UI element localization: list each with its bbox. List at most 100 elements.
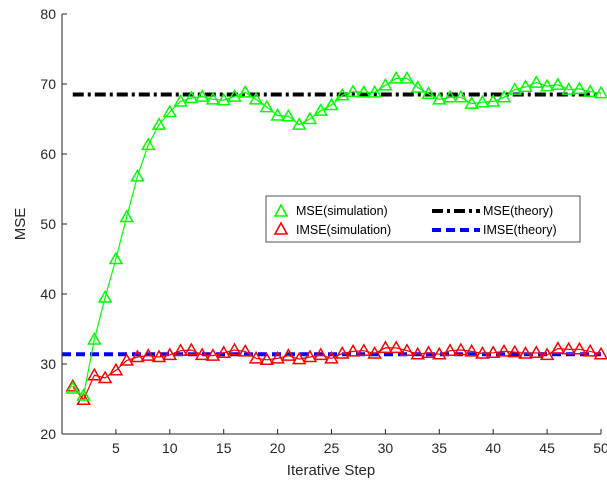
legend-mse-theory-label: MSE(theory) <box>483 204 553 218</box>
data-point-imse-simulation <box>313 347 329 361</box>
legend-box <box>265 195 581 243</box>
data-point-imse-simulation <box>281 348 296 361</box>
data-point-mse-simulation <box>216 92 231 106</box>
data-point-imse-simulation <box>108 362 124 376</box>
data-point-mse-simulation <box>399 70 415 84</box>
data-point-mse-simulation <box>561 82 576 95</box>
data-point-mse-simulation <box>140 137 156 151</box>
data-point-mse-simulation <box>367 84 382 98</box>
data-point-mse-simulation <box>259 99 275 113</box>
x-tick-label: 50 <box>593 440 607 456</box>
data-point-imse-simulation <box>130 349 145 363</box>
data-point-imse-simulation <box>421 345 436 359</box>
data-point-mse-simulation <box>162 104 178 118</box>
data-point-mse-simulation <box>582 84 598 97</box>
data-point-mse-simulation <box>421 86 436 100</box>
x-tick-label: 15 <box>216 440 232 456</box>
data-point-imse-simulation <box>572 341 587 355</box>
axes-layer: 5 10 15 20 25 30 35 40 45 50 20 30 40 50 60 70 80 <box>40 6 607 456</box>
data-point-mse-simulation <box>108 251 124 265</box>
data-point-imse-simulation <box>518 345 533 359</box>
data-point-mse-simulation <box>291 117 307 130</box>
data-point-mse-simulation <box>518 79 533 93</box>
legend: MSE(simulation) MSE(theory) IMSE(simulat… <box>265 195 581 243</box>
data-point-imse-simulation <box>367 345 382 359</box>
data-point-mse-simulation <box>65 380 81 394</box>
data-point-mse-simulation <box>302 111 318 125</box>
y-tick-label: 60 <box>40 146 56 162</box>
data-point-imse-simulation <box>184 342 199 356</box>
data-point-mse-simulation <box>119 209 134 223</box>
data-point-imse-simulation <box>432 346 447 360</box>
data-point-mse-simulation <box>324 97 339 111</box>
data-point-imse-simulation <box>227 342 242 356</box>
data-point-imse-simulation <box>593 346 607 360</box>
data-point-mse-simulation <box>475 94 490 108</box>
data-point-imse-simulation <box>291 351 307 365</box>
data-point-imse-simulation <box>248 350 264 364</box>
data-point-mse-simulation <box>539 78 555 92</box>
data-point-mse-simulation <box>76 387 91 401</box>
y-tick-label: 20 <box>40 426 56 442</box>
data-point-imse-simulation <box>334 345 350 359</box>
data-point-imse-simulation <box>205 348 221 361</box>
data-point-imse-simulation <box>529 345 544 359</box>
data-point-mse-simulation <box>184 90 199 104</box>
data-point-imse-simulation <box>485 345 501 359</box>
data-point-imse-simulation <box>97 370 113 384</box>
x-tick-label: 25 <box>324 440 340 456</box>
data-point-imse-simulation <box>442 343 458 356</box>
data-point-imse-simulation <box>550 341 566 354</box>
series-layer <box>62 70 607 405</box>
data-point-mse-simulation <box>550 77 566 90</box>
data-point-mse-simulation <box>334 87 350 101</box>
data-point-imse-simulation <box>302 349 318 363</box>
data-point-mse-simulation <box>205 91 221 105</box>
legend-imse-simulation-label: IMSE(simulation) <box>296 223 391 237</box>
data-point-imse-simulation <box>378 340 393 354</box>
data-point-mse-simulation <box>593 85 607 99</box>
data-point-imse-simulation <box>259 352 275 366</box>
data-point-imse-simulation <box>582 343 598 357</box>
data-point-mse-simulation <box>313 103 329 116</box>
data-point-imse-simulation <box>87 367 102 381</box>
x-tick-label: 35 <box>432 440 448 456</box>
data-point-imse-simulation <box>475 345 490 359</box>
x-tick-label: 45 <box>539 440 555 456</box>
x-tick-label: 40 <box>485 440 501 456</box>
x-tick-label: 30 <box>378 440 394 456</box>
data-point-imse-simulation <box>173 343 188 356</box>
data-point-mse-simulation <box>442 89 458 103</box>
data-point-mse-simulation <box>453 89 469 103</box>
data-point-imse-simulation <box>65 378 81 392</box>
data-point-mse-simulation <box>507 82 523 95</box>
data-point-mse-simulation <box>194 89 210 102</box>
data-point-imse-simulation <box>345 343 361 357</box>
data-point-mse-simulation <box>248 91 264 105</box>
y-tick-label: 50 <box>40 216 56 232</box>
data-point-imse-simulation <box>399 343 415 356</box>
data-point-imse-simulation <box>76 392 91 405</box>
data-point-imse-simulation <box>464 343 479 357</box>
y-tick-label: 30 <box>40 356 56 372</box>
data-point-mse-simulation <box>345 84 361 97</box>
data-point-imse-simulation <box>356 343 372 356</box>
legend-mse-simulation-marker <box>273 203 289 217</box>
data-point-imse-simulation <box>162 347 178 361</box>
data-point-mse-simulation <box>378 77 393 91</box>
data-point-imse-simulation <box>237 343 253 357</box>
data-point-imse-simulation <box>410 346 426 360</box>
data-point-mse-simulation <box>97 289 113 303</box>
legend-mse-simulation-label: MSE(simulation) <box>296 204 388 218</box>
x-tick-label: 10 <box>162 440 178 456</box>
data-point-imse-simulation <box>388 340 404 354</box>
legend-imse-theory-label: IMSE(theory) <box>483 223 557 237</box>
data-point-mse-simulation <box>87 331 102 345</box>
data-point-imse-simulation <box>194 347 210 361</box>
data-point-imse-simulation <box>496 343 512 357</box>
data-point-mse-simulation <box>388 70 404 84</box>
data-point-mse-simulation <box>151 117 167 130</box>
data-point-mse-simulation <box>356 84 372 98</box>
data-point-mse-simulation <box>572 81 587 95</box>
